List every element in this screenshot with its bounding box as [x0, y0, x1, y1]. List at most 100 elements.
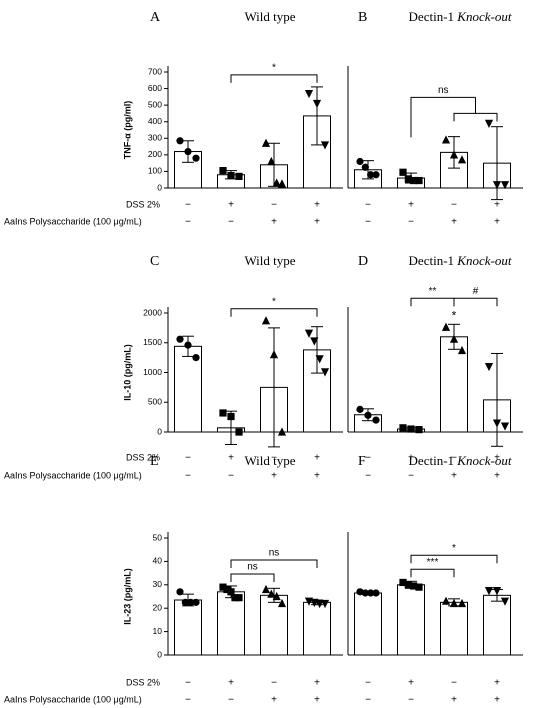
significance-bracket [230, 573, 275, 582]
panel-letter: D [358, 254, 368, 269]
y-tick-label: 2000 [143, 307, 162, 317]
condition-sign: − [228, 471, 234, 482]
data-point [449, 150, 459, 159]
panel-letter: C [150, 254, 159, 269]
bar [397, 584, 425, 656]
data-point [356, 157, 364, 166]
panel-letter: B [358, 10, 367, 25]
condition-sign: − [185, 453, 191, 464]
data-point [310, 337, 319, 346]
y-axis-label: IL-23 (pg/mL) [122, 568, 132, 625]
y-tick-label: 0 [157, 182, 162, 192]
data-point [484, 362, 494, 372]
bar [354, 592, 382, 656]
data-point [304, 89, 314, 99]
significance-label: * [272, 296, 276, 307]
condition-sign: − [228, 217, 234, 228]
data-point [457, 598, 467, 608]
panel-title: Wild type [244, 9, 295, 24]
condition-sign: + [494, 217, 500, 228]
y-tick-label: 10 [153, 626, 163, 636]
condition-sign: + [494, 453, 500, 464]
data-point [320, 599, 330, 609]
data-point [181, 598, 189, 606]
data-point [367, 171, 375, 179]
data-point [312, 99, 322, 109]
data-point [361, 163, 369, 171]
condition-label: DSS 2% [126, 677, 160, 687]
data-point [492, 587, 502, 596]
condition-sign: + [228, 453, 234, 464]
condition-sign: + [494, 200, 500, 211]
condition-sign: − [228, 695, 234, 706]
data-point [315, 599, 324, 609]
condition-sign: + [451, 217, 457, 228]
data-point [441, 322, 451, 331]
data-point [372, 416, 380, 424]
panel-letter: F [358, 454, 366, 469]
condition-sign: − [365, 471, 371, 482]
condition-sign: + [314, 695, 320, 706]
y-tick-label: 400 [148, 116, 162, 126]
data-point [500, 422, 510, 431]
panel-title: Dectin-1 Knock-out [409, 9, 512, 24]
condition-sign: + [314, 217, 320, 228]
significance-label: ns [269, 548, 280, 559]
title-emphasis: Knock-out [456, 253, 512, 268]
condition-sign: + [228, 200, 234, 211]
data-point [372, 589, 380, 597]
significance-label: *** [427, 557, 439, 568]
data-point [192, 154, 200, 162]
data-point [219, 167, 227, 175]
data-point [277, 427, 287, 436]
significance-bracket [410, 96, 476, 138]
condition-sign: − [365, 200, 371, 211]
title-text: Wild type [244, 253, 295, 268]
data-point [364, 411, 372, 419]
title-text: Wild type [244, 9, 295, 24]
significance-bracket [410, 554, 498, 564]
data-point [267, 156, 276, 166]
data-point [441, 596, 451, 605]
condition-sign: − [451, 453, 457, 464]
y-tick-label: 50 [153, 532, 163, 542]
data-point [361, 589, 369, 597]
condition-sign: + [408, 453, 414, 464]
y-tick-label: 0 [157, 649, 162, 659]
title-text: Dectin-1 [409, 9, 458, 24]
condition-sign: + [271, 695, 277, 706]
data-point [176, 588, 184, 596]
panel-title: Dectin-1 Knock-out [409, 253, 512, 268]
y-tick-label: 300 [148, 133, 162, 143]
title-emphasis: Knock-out [456, 9, 512, 24]
y-tick-label: 30 [153, 579, 163, 589]
significance-bracket [410, 568, 455, 578]
condition-sign: − [271, 678, 277, 689]
condition-sign: − [271, 453, 277, 464]
data-point [235, 428, 243, 436]
title-text: Wild type [244, 453, 295, 468]
y-tick-label: 1500 [143, 337, 162, 347]
data-point [272, 178, 281, 187]
significance-bracket [453, 97, 498, 122]
data-point [261, 316, 271, 325]
condition-sign: − [365, 678, 371, 689]
data-point [315, 355, 324, 364]
data-point [192, 598, 200, 606]
data-point [404, 175, 412, 183]
significance-label: ** [429, 286, 437, 297]
data-point [219, 409, 227, 417]
significance-label: ns [247, 562, 258, 573]
significance-label: * [452, 543, 456, 554]
condition-label: AaIns Polysaccharide (100 μg/mL) [4, 694, 142, 704]
condition-sign: − [185, 471, 191, 482]
condition-sign: − [451, 200, 457, 211]
data-point [320, 368, 330, 377]
condition-sign: + [314, 471, 320, 482]
condition-sign: − [451, 678, 457, 689]
data-point [184, 341, 192, 349]
data-point [415, 176, 423, 185]
data-point [277, 598, 287, 608]
condition-sign: − [185, 200, 191, 211]
